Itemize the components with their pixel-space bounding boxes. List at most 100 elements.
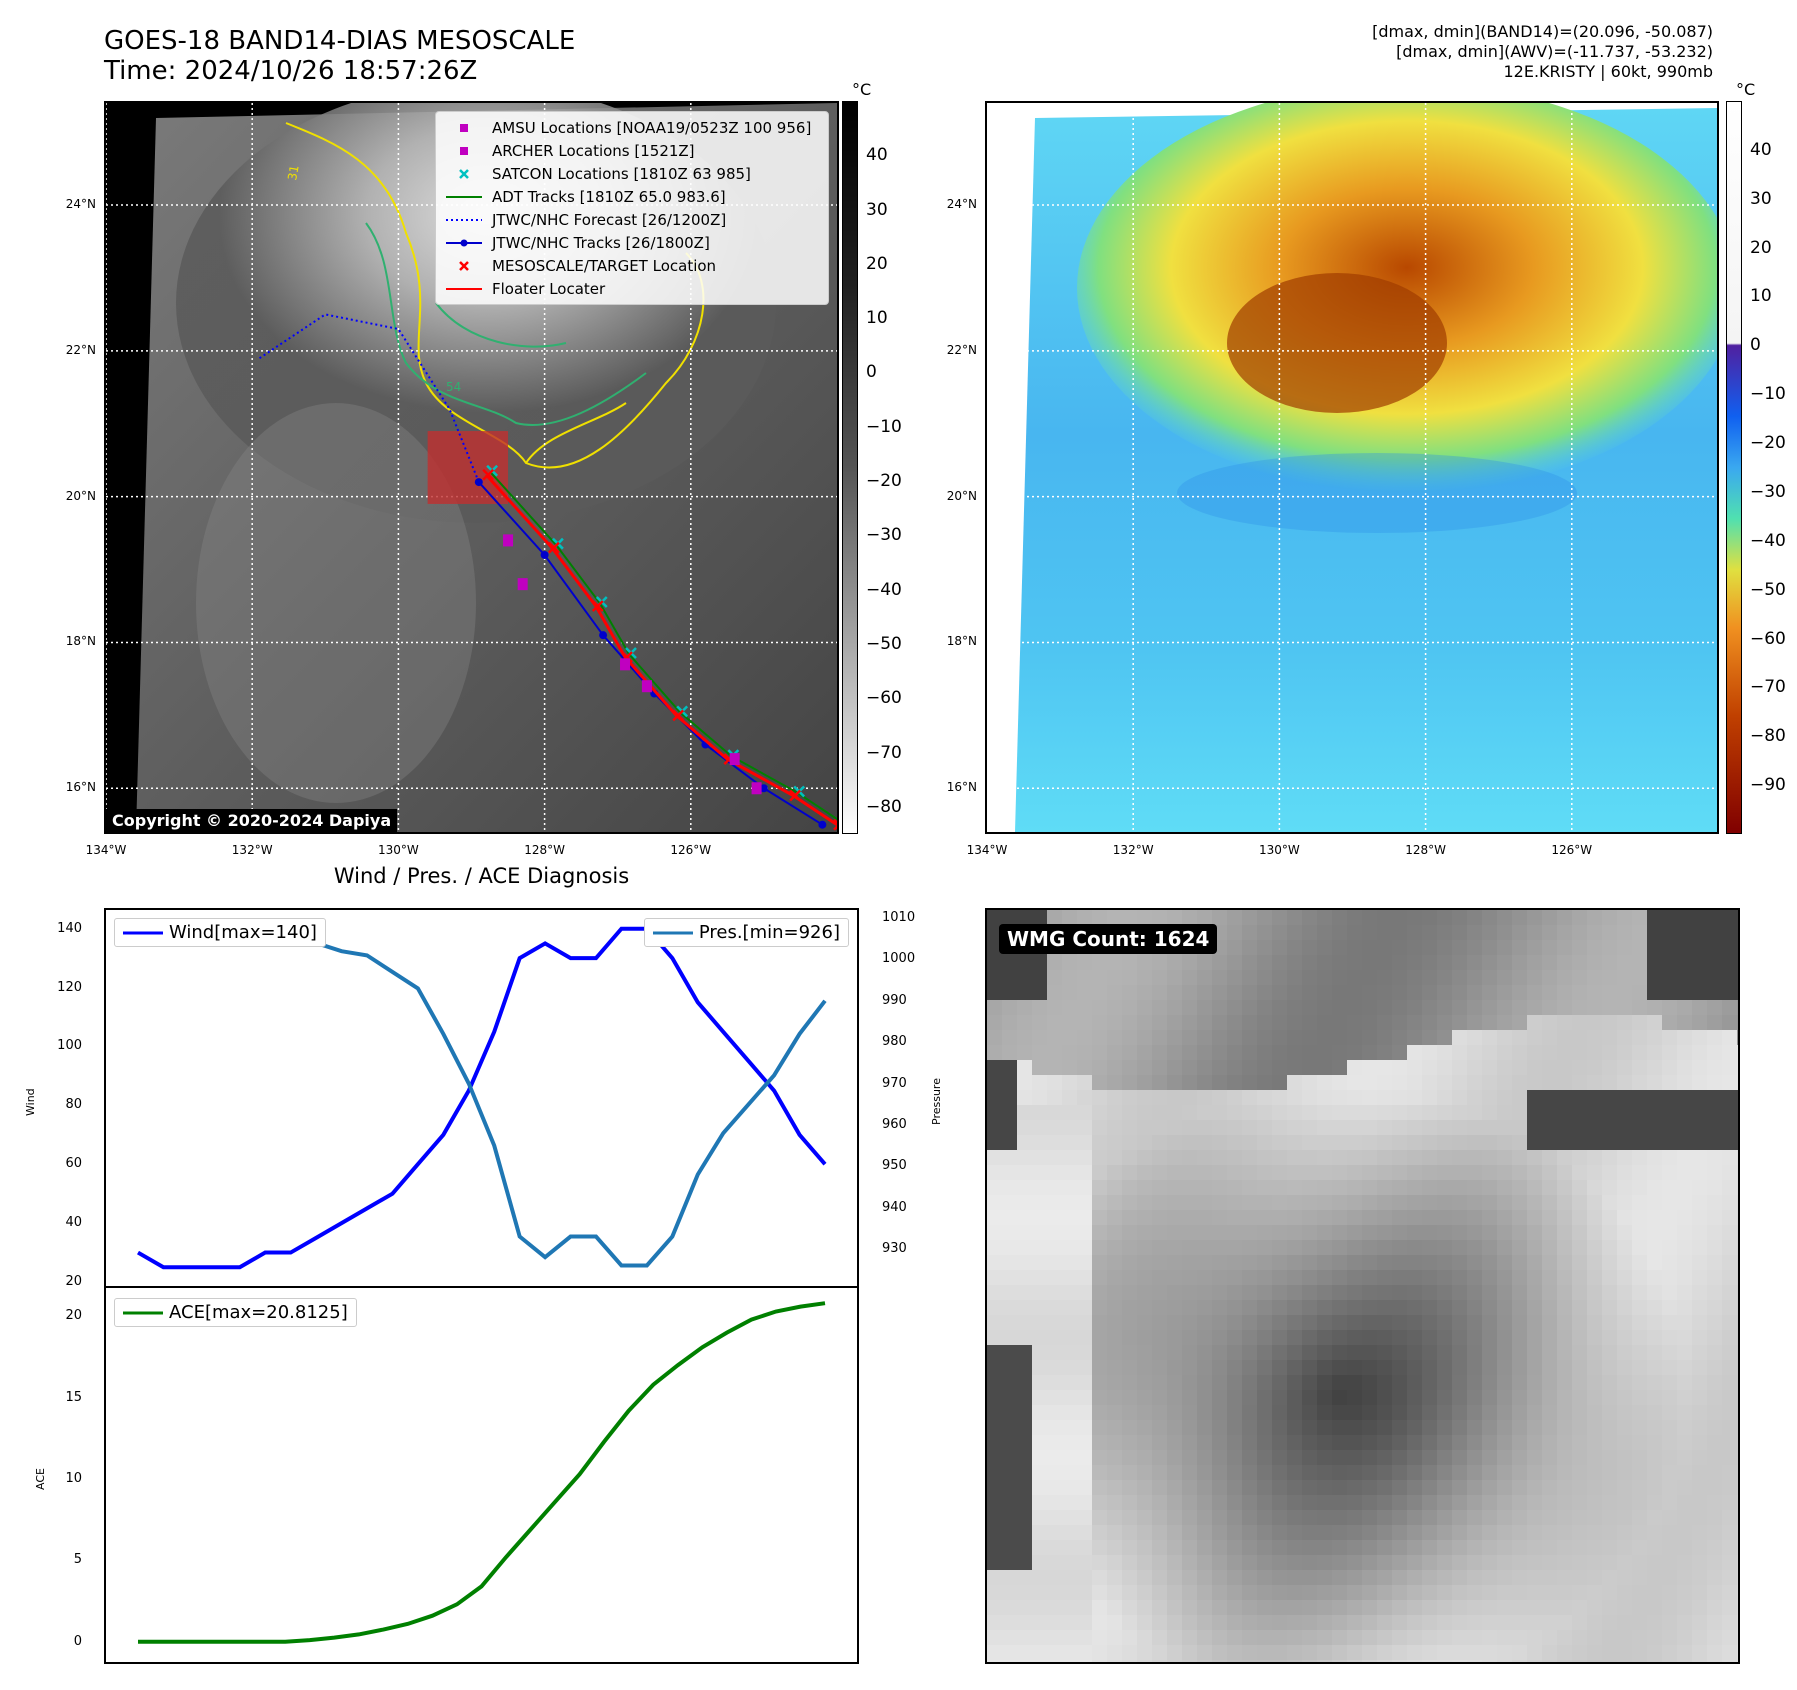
wmg-pixel — [1377, 1120, 1392, 1135]
wmg-pixel — [1032, 1660, 1047, 1662]
wmg-pixel — [1047, 1120, 1062, 1135]
wmg-pixel — [1572, 1210, 1587, 1225]
wmg-pixel — [1017, 1630, 1032, 1645]
wmg-pixel — [1722, 1585, 1737, 1600]
wmg-pixel — [1527, 925, 1542, 940]
wmg-pixel — [1137, 1495, 1152, 1510]
wmg-pixel — [1557, 1495, 1572, 1510]
wmg-pixel — [1572, 1255, 1587, 1270]
wmg-pixel — [1137, 1120, 1152, 1135]
wmg-pixel — [1317, 1585, 1332, 1600]
wmg-pixel — [1302, 1600, 1317, 1615]
wmg-pixel — [1092, 970, 1107, 985]
wmg-pixel — [1467, 1465, 1482, 1480]
wmg-pixel — [1692, 1465, 1707, 1480]
wmg-pixel — [1467, 1165, 1482, 1180]
wind-legend: Wind[max=140] — [114, 918, 326, 947]
wmg-pixel — [1197, 1390, 1212, 1405]
wmg-pixel — [1407, 940, 1422, 955]
wmg-pixel — [1167, 1525, 1182, 1540]
wmg-pixel — [1722, 1420, 1737, 1435]
wmg-pixel — [1422, 1090, 1437, 1105]
colorbar-tick: −20 — [866, 471, 902, 492]
wmg-pixel — [1242, 1660, 1257, 1662]
wmg-pixel — [1602, 1390, 1617, 1405]
wmg-pixel — [1392, 1375, 1407, 1390]
wmg-pixel — [1332, 1585, 1347, 1600]
wmg-pixel — [1392, 1360, 1407, 1375]
wmg-pixel — [1032, 1195, 1047, 1210]
wmg-pixel — [1032, 1030, 1047, 1045]
wmg-pixel — [1122, 1180, 1137, 1195]
wmg-pixel — [1452, 1150, 1467, 1165]
wmg-pixel — [1002, 1555, 1017, 1570]
wmg-pixel — [1587, 1555, 1602, 1570]
wmg-pixel — [1107, 1270, 1122, 1285]
wmg-pixel — [1002, 1060, 1017, 1075]
wmg-pixel — [1317, 1435, 1332, 1450]
wmg-pixel — [1167, 1180, 1182, 1195]
wmg-pixel — [1407, 1015, 1422, 1030]
wmg-pixel — [987, 1120, 1002, 1135]
wmg-pixel — [1632, 1600, 1647, 1615]
wmg-pixel — [987, 1360, 1002, 1375]
wmg-pixel — [1662, 1450, 1677, 1465]
wmg-pixel — [1332, 1570, 1347, 1585]
wmg-pixel — [1512, 1210, 1527, 1225]
wmg-pixel — [1617, 1465, 1632, 1480]
wmg-pixel — [1032, 1105, 1047, 1120]
wmg-pixel — [1347, 955, 1362, 970]
wmg-pixel — [1647, 1660, 1662, 1662]
wmg-pixel — [1377, 925, 1392, 940]
wmg-pixel — [1692, 1495, 1707, 1510]
wmg-pixel — [1722, 1255, 1737, 1270]
wmg-pixel — [1242, 1405, 1257, 1420]
wmg-pixel — [1152, 1285, 1167, 1300]
wmg-pixel — [1212, 1660, 1227, 1662]
wmg-pixel — [1347, 1180, 1362, 1195]
wmg-pixel — [1197, 1180, 1212, 1195]
wmg-pixel — [1227, 1450, 1242, 1465]
wmg-pixel — [1017, 1150, 1032, 1165]
wmg-pixel — [1602, 1000, 1617, 1015]
wmg-pixel — [1437, 1075, 1452, 1090]
wmg-pixel — [987, 1465, 1002, 1480]
wmg-pixel — [1212, 1120, 1227, 1135]
wmg-pixel — [1527, 1060, 1542, 1075]
wmg-pixel — [1452, 940, 1467, 955]
wmg-pixel — [1512, 1300, 1527, 1315]
wmg-pixel — [1647, 1300, 1662, 1315]
wmg-pixel — [1317, 1090, 1332, 1105]
wmg-pixel — [1662, 1600, 1677, 1615]
wmg-pixel — [1422, 1255, 1437, 1270]
wmg-pixel — [1362, 1300, 1377, 1315]
wmg-pixel — [1227, 1225, 1242, 1240]
wmg-pixel — [1497, 1210, 1512, 1225]
wmg-pixel — [1452, 970, 1467, 985]
wmg-pixel — [1242, 1105, 1257, 1120]
wmg-pixel — [1677, 1330, 1692, 1345]
wmg-pixel — [1077, 1300, 1092, 1315]
wmg-pixel — [1317, 1615, 1332, 1630]
wmg-pixel — [1242, 910, 1257, 925]
wmg-pixel — [1077, 1150, 1092, 1165]
wmg-pixel — [1482, 1345, 1497, 1360]
wmg-pixel — [1047, 970, 1062, 985]
wmg-pixel — [1092, 1615, 1107, 1630]
wmg-pixel — [1737, 1285, 1738, 1300]
wmg-pixel — [1407, 1225, 1422, 1240]
wmg-pixel — [1617, 1285, 1632, 1300]
wmg-pixel — [1167, 1360, 1182, 1375]
wmg-pixel — [1647, 985, 1662, 1000]
wmg-pixel — [1602, 1180, 1617, 1195]
wmg-pixel — [1602, 1330, 1617, 1345]
wmg-pixel — [1032, 1285, 1047, 1300]
ace-chart — [138, 1301, 826, 1644]
wmg-pixel — [1542, 1150, 1557, 1165]
wmg-pixel — [1017, 1075, 1032, 1090]
wmg-pixel — [1242, 1300, 1257, 1315]
wmg-pixel — [1707, 1645, 1722, 1660]
wmg-pixel — [1422, 1195, 1437, 1210]
wmg-pixel — [1317, 1120, 1332, 1135]
wmg-pixel — [1542, 1240, 1557, 1255]
